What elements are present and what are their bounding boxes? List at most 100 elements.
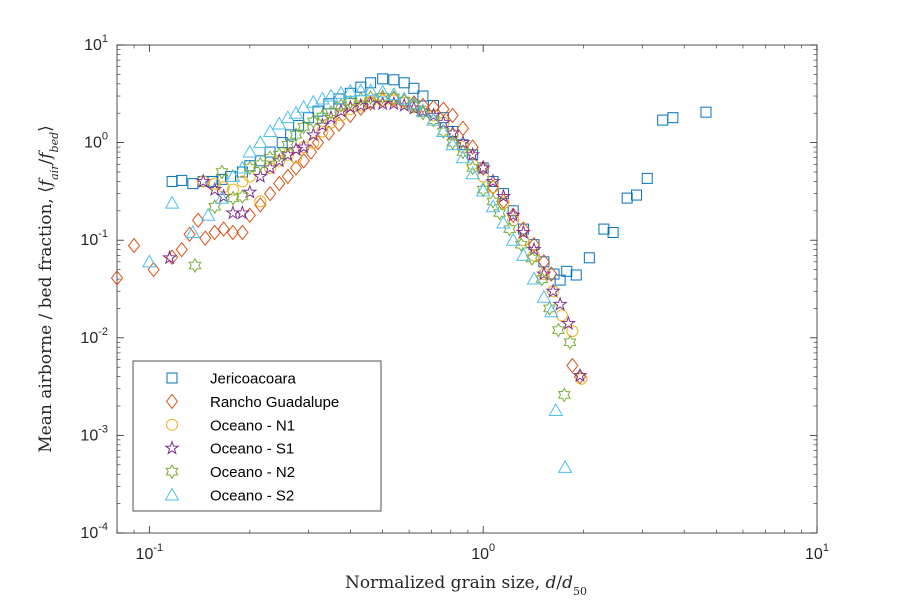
data-point xyxy=(408,82,420,94)
legend-label: Rancho Guadalupe xyxy=(210,394,339,411)
data-point xyxy=(217,221,230,237)
data-point xyxy=(252,135,268,149)
data-point xyxy=(306,94,321,108)
legend-label: Oceano - S1 xyxy=(210,441,294,458)
data-point xyxy=(254,195,267,208)
data-point xyxy=(445,137,460,151)
data-point xyxy=(353,83,369,97)
data-point xyxy=(191,212,205,229)
legend-marker xyxy=(165,393,179,410)
data-point xyxy=(515,224,532,239)
legend-label: Jericoacoara xyxy=(210,371,297,388)
data-point xyxy=(234,204,251,220)
data-point xyxy=(572,367,588,383)
data-point xyxy=(183,226,196,243)
data-point xyxy=(365,77,377,89)
data-point xyxy=(273,175,286,192)
x-tick-label: 101 xyxy=(805,542,829,563)
data-point xyxy=(281,137,295,153)
data-point xyxy=(141,254,157,268)
data-point xyxy=(323,88,339,102)
data-point xyxy=(570,269,582,281)
data-point xyxy=(110,270,124,286)
data-point xyxy=(557,387,571,403)
data-point xyxy=(304,144,318,160)
data-point xyxy=(485,173,501,188)
data-point xyxy=(583,252,595,264)
legend-marker xyxy=(164,440,180,455)
data-point xyxy=(207,181,223,197)
data-point xyxy=(641,172,653,184)
x-tick-label: 100 xyxy=(471,542,495,563)
legend-marker xyxy=(165,464,179,480)
data-point xyxy=(305,126,322,142)
data-point xyxy=(407,98,421,113)
data-point xyxy=(514,237,528,253)
data-point xyxy=(475,159,491,175)
legend-marker xyxy=(166,372,178,384)
data-point xyxy=(505,232,521,246)
data-point xyxy=(376,89,390,105)
legend-box xyxy=(132,360,382,512)
data-point xyxy=(517,221,530,237)
data-point xyxy=(386,87,402,101)
data-point xyxy=(195,173,211,188)
data-point xyxy=(297,153,310,169)
data-point xyxy=(315,109,329,125)
data-point xyxy=(557,459,573,473)
data-point xyxy=(563,334,577,350)
data-point xyxy=(536,266,552,281)
data-point xyxy=(466,139,479,155)
data-point xyxy=(161,249,178,265)
legend-label: Oceano - N1 xyxy=(210,417,295,434)
data-point xyxy=(272,147,286,163)
data-point xyxy=(214,190,230,204)
axis-ticks: 10-4 10-3 10-2 10-1 100 101 10-1 100 101 xyxy=(80,33,829,563)
legend-marker xyxy=(164,487,180,501)
data-point xyxy=(254,197,267,213)
data-point xyxy=(216,173,228,185)
data-point xyxy=(551,322,565,338)
data-point xyxy=(446,107,459,124)
data-point xyxy=(446,135,460,151)
data-point xyxy=(208,177,221,190)
data-point xyxy=(322,125,336,141)
data-point xyxy=(332,116,346,132)
data-point xyxy=(311,134,325,151)
data-point xyxy=(552,296,568,311)
data-point xyxy=(548,402,564,416)
data-point xyxy=(236,224,249,241)
data-point xyxy=(164,195,180,209)
data-point xyxy=(545,283,561,298)
data-point xyxy=(475,183,491,197)
data-point xyxy=(242,184,258,199)
data-point xyxy=(306,113,320,129)
x-tick-label: 10-1 xyxy=(136,542,164,563)
data-point xyxy=(456,144,470,160)
legend-label: Oceano - N2 xyxy=(210,464,295,481)
y-tick-label: 10-4 xyxy=(80,521,108,542)
data-point xyxy=(262,123,278,137)
data-point xyxy=(560,315,577,331)
data-point xyxy=(486,193,500,209)
data-point xyxy=(263,185,277,202)
data-point xyxy=(465,146,481,162)
data-point xyxy=(526,241,542,257)
data-point xyxy=(607,226,619,238)
data-point xyxy=(516,247,531,261)
data-point xyxy=(566,325,579,338)
data-point xyxy=(242,144,258,158)
data-point xyxy=(280,110,296,124)
data-point xyxy=(252,168,268,183)
data-point xyxy=(425,107,442,122)
y-tick-label: 10-1 xyxy=(80,228,108,249)
data-point xyxy=(667,112,679,124)
data-point xyxy=(185,224,201,238)
data-point xyxy=(363,83,378,97)
data-point xyxy=(200,207,216,221)
data-point xyxy=(415,103,431,117)
data-point xyxy=(199,230,212,246)
data-point xyxy=(700,106,712,118)
data-point xyxy=(417,90,429,102)
y-tick-label: 100 xyxy=(84,131,108,152)
